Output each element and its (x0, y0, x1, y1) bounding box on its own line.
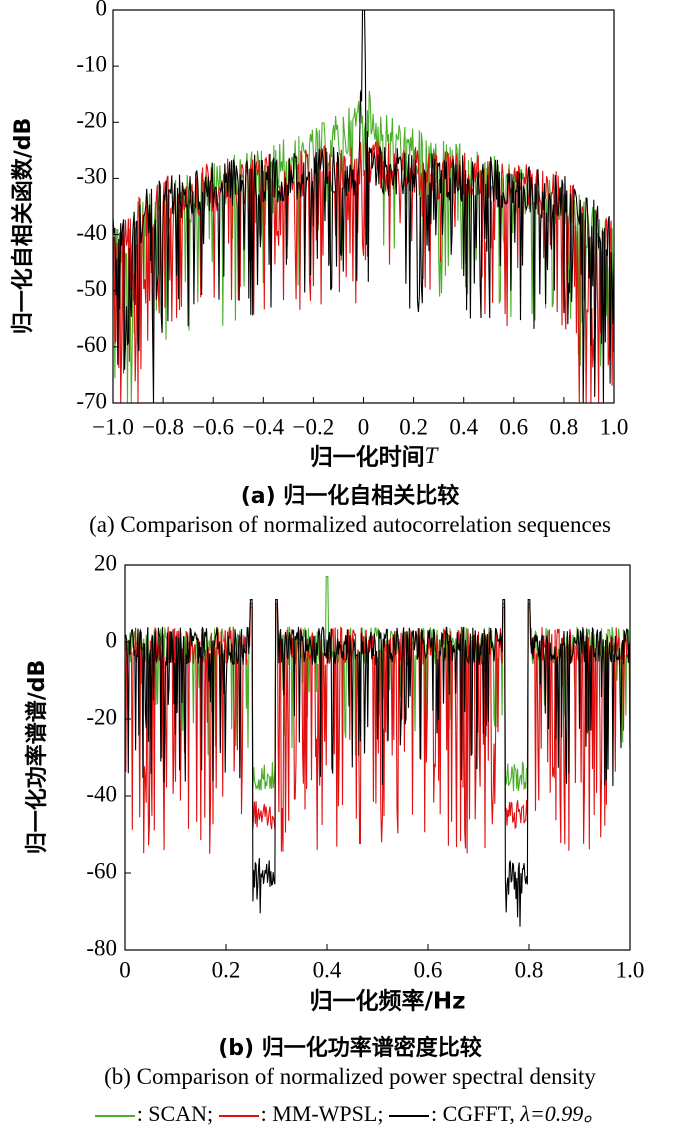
x-axis-label-b: 归一化频率/Hz (309, 988, 465, 1015)
x-tick-label-b: 1.0 (616, 957, 645, 982)
x-tick-label-b: 0.2 (212, 957, 241, 982)
chart-a-plot (112, 9, 615, 404)
legend-label-scan: : SCAN; (136, 1101, 214, 1126)
x-tick-label-b: 0 (119, 957, 131, 982)
x-tick-label-b: 0.8 (515, 957, 544, 982)
y-axis-label-b: 归一化功率谱谱/dB (24, 660, 50, 855)
x-tick-label-a: 0.8 (550, 414, 579, 439)
y-tick-label-a: 0 (96, 0, 108, 20)
y-tick-label-a: -70 (76, 388, 107, 413)
x-tick-label-a: 0.4 (449, 414, 478, 439)
legend-swatch-cgfft (388, 1114, 429, 1117)
series-line-2 (124, 599, 631, 927)
y-tick-label-b: 20 (94, 550, 117, 575)
legend-label-cgfft: : CGFFT, (430, 1101, 521, 1126)
caption-a-zh: (a) 归一化自相关比较 (240, 484, 460, 509)
y-tick-label-b: -40 (86, 781, 117, 806)
x-tick-label-b: 0.4 (313, 957, 342, 982)
y-tick-label-b: -80 (86, 935, 117, 960)
x-axis-label-a: 归一化时间T (310, 443, 440, 470)
series-line-1 (112, 141, 615, 404)
y-tick-label-b: 0 (106, 627, 118, 652)
y-tick-label-a: -10 (76, 51, 107, 76)
legend-swatch-mmwpsl (218, 1114, 259, 1117)
legend: : SCAN; : MM-WPSL; : CGFFT, λ=0.99。 (0, 1096, 700, 1128)
y-tick-label-a: -40 (76, 220, 107, 245)
x-tick-label-b: 0.6 (414, 957, 443, 982)
caption-b-en: (b) Comparison of normalized power spect… (104, 1064, 596, 1089)
caption-b-zh: (b) 归一化功率谱密度比较 (218, 1036, 482, 1061)
legend-label-mmwpsl: : MM-WPSL; (260, 1101, 384, 1126)
x-tick-label-a: 1.0 (600, 414, 629, 439)
legend-lambda: λ=0.99。 (520, 1101, 606, 1126)
y-tick-label-a: -50 (76, 276, 107, 301)
y-tick-label-b: -20 (86, 704, 117, 729)
y-tick-label-a: -30 (76, 164, 107, 189)
x-tick-label-a: 0.2 (399, 414, 428, 439)
x-tick-label-a: −1.0 (92, 414, 134, 439)
series-line-0 (124, 575, 631, 792)
y-tick-label-a: -20 (76, 108, 107, 133)
caption-a-en: (a) Comparison of normalized autocorrela… (89, 512, 611, 537)
x-tick-label-a: 0.6 (499, 414, 528, 439)
x-tick-label-a: 0 (358, 414, 370, 439)
y-tick-label-b: -60 (86, 858, 117, 883)
x-tick-label-a: −0.6 (192, 414, 234, 439)
y-tick-label-a: -60 (76, 332, 107, 357)
chart-b-plot (124, 575, 631, 927)
y-axis-label-a: 归一化自相关函数/dB (10, 118, 36, 335)
legend-swatch-scan (94, 1114, 135, 1117)
chart-b-frame (124, 564, 631, 951)
x-tick-label-a: −0.4 (242, 414, 284, 439)
x-tick-label-a: −0.2 (293, 414, 335, 439)
x-tick-label-a: −0.8 (142, 414, 184, 439)
